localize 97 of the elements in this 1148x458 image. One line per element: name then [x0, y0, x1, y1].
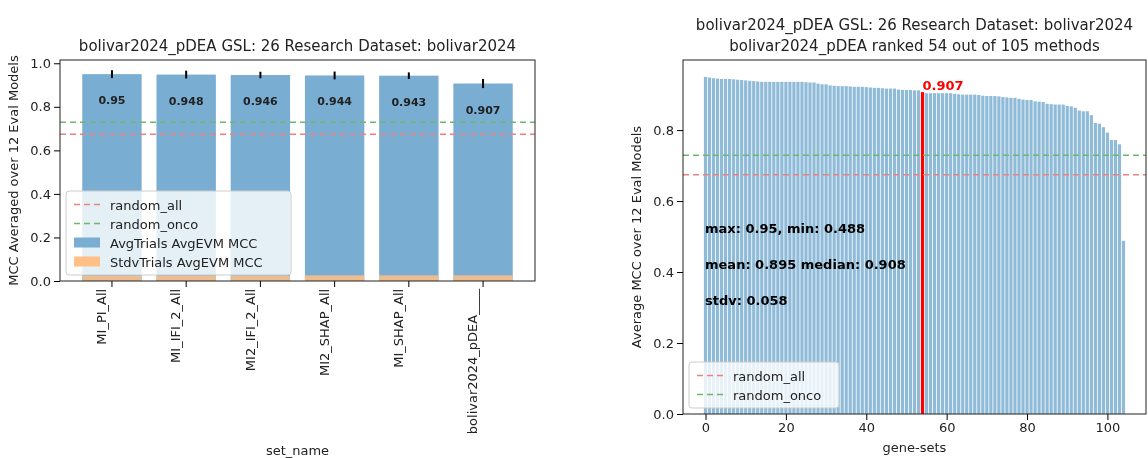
bar — [1069, 106, 1073, 414]
x-tick-label: 0 — [701, 420, 711, 436]
bar — [1037, 101, 1041, 414]
data-label: 0.946 — [242, 95, 279, 109]
bar — [1009, 97, 1013, 414]
y-tick-label: 0.0 — [653, 406, 674, 422]
annotation: max: 0.95, min: 0.488 — [705, 221, 866, 237]
x-tick-label: 40 — [858, 420, 876, 436]
data-label: 0.907 — [465, 103, 501, 117]
y-tick-label: 0.2 — [30, 230, 51, 246]
bar — [924, 93, 929, 414]
bar — [985, 96, 989, 414]
legend-label: random_onco — [733, 387, 822, 403]
data-label: 0.943 — [391, 95, 427, 109]
bar — [953, 93, 957, 414]
x-tick-label: 20 — [778, 420, 795, 436]
y-tick-label: 0.4 — [30, 186, 51, 202]
y-tick-label: 0.2 — [653, 335, 674, 351]
y-tick-label: 0.8 — [653, 122, 674, 138]
legend-label: random_all — [110, 197, 183, 213]
legend-label: AvgTrials AvgEVM MCC — [110, 235, 258, 251]
bar — [1021, 99, 1025, 414]
x-axis-title: set_name — [265, 443, 330, 458]
x-tick-label: 100 — [1095, 420, 1121, 436]
bar — [993, 96, 997, 414]
legend-label: random_onco — [110, 216, 199, 232]
chart-title: bolivar2024_pDEA GSL: 26 Research Dataset: bolivar2024 — [695, 16, 1134, 35]
annotation: stdv: 0.058 — [705, 293, 788, 309]
x-tick-label: MI_IFI_2_All — [168, 288, 184, 363]
legend-label: StdvTrials AvgEVM MCC — [110, 254, 263, 270]
bar — [920, 92, 925, 414]
bar — [928, 93, 933, 414]
annotation: 0.907 — [922, 78, 964, 94]
bar — [941, 93, 945, 414]
x-tick-label: MI2_IFI_2_All — [242, 288, 258, 372]
bar — [1085, 111, 1089, 414]
y-axis-title: MCC Averaged over 12 Eval Models — [6, 55, 21, 286]
bar — [1061, 104, 1065, 414]
bar — [937, 93, 941, 414]
chart-title: bolivar2024_pDEA GSL: 26 Research Dataset: bolivar2024 — [78, 37, 517, 56]
bar — [1053, 104, 1057, 414]
bar — [932, 93, 937, 414]
bar — [1089, 115, 1093, 414]
bar — [977, 94, 981, 414]
data-label: 0.948 — [168, 94, 204, 108]
bar — [904, 89, 909, 414]
bar — [1001, 97, 1005, 414]
bar — [981, 95, 985, 414]
bar — [1029, 99, 1033, 414]
bar — [1013, 97, 1017, 414]
bar — [1005, 97, 1009, 414]
y-tick-label: 0.4 — [653, 264, 674, 280]
bar — [997, 96, 1001, 414]
bar — [1041, 102, 1045, 414]
bar — [989, 96, 993, 414]
x-axis-title: gene-sets — [882, 440, 947, 455]
bar — [973, 94, 977, 414]
data-label: 0.95 — [98, 94, 126, 108]
y-tick-label: 0.8 — [30, 99, 51, 115]
x-tick-label: MI_SHAP_All — [390, 288, 406, 368]
annotation: mean: 0.895 median: 0.908 — [705, 257, 906, 273]
bar — [1045, 103, 1049, 414]
bar — [957, 94, 961, 414]
bar — [965, 94, 969, 414]
bar — [916, 90, 921, 414]
bar — [961, 94, 965, 414]
bar — [1077, 110, 1081, 414]
y-tick-label: 0.6 — [30, 143, 51, 159]
bar — [969, 94, 973, 414]
bar — [1025, 99, 1029, 414]
bar — [912, 90, 917, 414]
bar — [1033, 101, 1037, 414]
bar — [1073, 107, 1077, 414]
bar — [1097, 123, 1101, 414]
bar — [1065, 105, 1069, 414]
bar — [1017, 98, 1021, 414]
bar — [949, 93, 953, 414]
legend-label: random_all — [733, 368, 806, 384]
x-tick-label: 60 — [938, 420, 956, 436]
bar — [908, 89, 913, 414]
bar — [1081, 111, 1085, 414]
x-tick-label: bolivar2024_pDEA____ — [465, 288, 481, 435]
bar — [1057, 104, 1061, 414]
y-tick-label: 0.0 — [30, 273, 51, 289]
x-tick-label: MI_PI_All — [94, 288, 110, 345]
bar — [1117, 144, 1122, 414]
x-tick-label: MI2_SHAP_All — [316, 288, 332, 376]
bar — [1113, 140, 1118, 414]
y-tick-label: 1.0 — [30, 55, 51, 71]
x-tick-label: 80 — [1019, 420, 1036, 436]
bar — [945, 93, 949, 414]
bar — [1101, 127, 1106, 414]
y-tick-label: 0.6 — [653, 193, 674, 209]
y-axis-title: Average MCC over 12 Eval Models — [629, 125, 644, 349]
chart-subtitle: bolivar2024_pDEA ranked 54 out of 105 methods — [729, 37, 1100, 56]
bar — [1049, 104, 1053, 414]
data-label: 0.944 — [317, 95, 353, 109]
